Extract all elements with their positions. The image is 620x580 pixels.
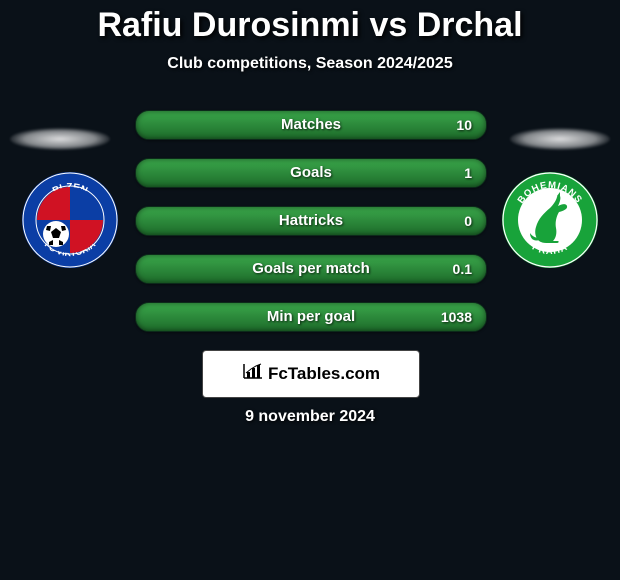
stat-value-right: 10 <box>456 111 472 139</box>
page-subtitle: Club competitions, Season 2024/2025 <box>0 55 620 73</box>
stat-value-right: 1 <box>464 159 472 187</box>
stat-row: Goals per match0.1 <box>135 254 487 284</box>
attribution-text: FcTables.com <box>268 364 380 383</box>
stat-value-right: 0 <box>464 207 472 235</box>
bohemians-praha-crest-icon: BOHEMIANS PRAHA <box>500 170 600 270</box>
attribution-box: FcTables.com <box>202 350 420 398</box>
team-badge-right: BOHEMIANS PRAHA <box>500 170 600 270</box>
stat-label: Goals per match <box>136 255 486 283</box>
player-shadow-right <box>510 128 610 150</box>
stat-value-right: 0.1 <box>453 255 472 283</box>
stat-row: Min per goal1038 <box>135 302 487 332</box>
stats-panel: Matches10Goals1Hattricks0Goals per match… <box>135 110 485 350</box>
stat-row: Hattricks0 <box>135 206 487 236</box>
date-line: 9 november 2024 <box>0 408 620 426</box>
stat-label: Min per goal <box>136 303 486 331</box>
stat-row: Matches10 <box>135 110 487 140</box>
comparison-card: Rafiu Durosinmi vs Drchal Club competiti… <box>0 0 620 580</box>
player-shadow-left <box>10 128 110 150</box>
stat-value-right: 1038 <box>441 303 472 331</box>
stat-label: Matches <box>136 111 486 139</box>
page-title: Rafiu Durosinmi vs Drchal <box>0 0 620 45</box>
stat-label: Goals <box>136 159 486 187</box>
team-badge-left: PLZEN FC VIKTORIA <box>20 170 120 270</box>
viktoria-plzen-crest-icon: PLZEN FC VIKTORIA <box>20 170 120 270</box>
stat-row: Goals1 <box>135 158 487 188</box>
bar-chart-icon <box>242 352 264 398</box>
stat-label: Hattricks <box>136 207 486 235</box>
